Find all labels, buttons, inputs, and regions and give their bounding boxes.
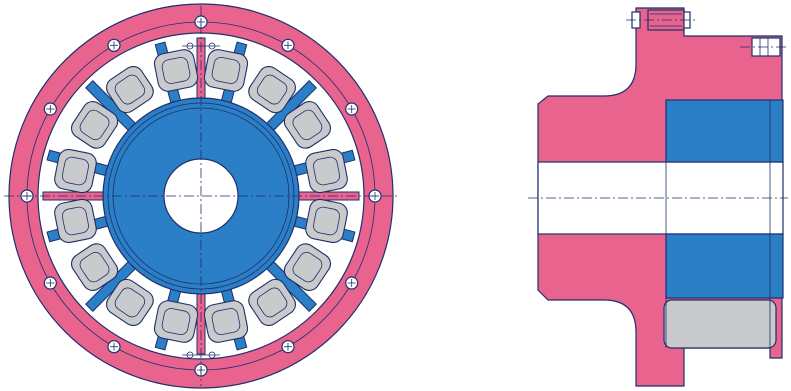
bolt-hole-icon [43, 276, 57, 290]
elastic-element [153, 300, 199, 343]
elastic-elements [54, 49, 348, 343]
hex-bolt-icon [740, 37, 788, 57]
elastic-element [70, 101, 119, 149]
bolt-hole-icon [107, 38, 121, 52]
elastic-element [305, 148, 348, 194]
inner-hub-top [665, 99, 784, 163]
elastic-element [106, 65, 154, 114]
bolt-hole-icon [281, 340, 295, 354]
coupling-front-view [4, 3, 398, 389]
bolt-hole-icon [345, 276, 359, 290]
bolt-hole-icon [107, 340, 121, 354]
elastic-element [305, 198, 348, 244]
inner-hub-bottom [665, 233, 784, 299]
elastic-element [248, 65, 296, 114]
bolt-holes [20, 15, 382, 377]
elastic-element [248, 278, 296, 327]
elastic-element [203, 300, 249, 343]
elastic-element [70, 243, 119, 291]
elastic-element [54, 148, 97, 194]
coupling-section-view [528, 7, 788, 387]
bolt-hole-icon [281, 38, 295, 52]
elastic-element [153, 49, 199, 92]
bolt-hole-icon [43, 102, 57, 116]
elastic-element [283, 101, 332, 149]
hex-bolt-icon [626, 9, 698, 31]
elastic-element-section [663, 299, 777, 349]
elastic-element [203, 49, 249, 92]
bolt-hole-icon [345, 102, 359, 116]
elastic-element [283, 243, 332, 291]
elastic-element [106, 278, 154, 327]
elastic-element [54, 198, 97, 244]
